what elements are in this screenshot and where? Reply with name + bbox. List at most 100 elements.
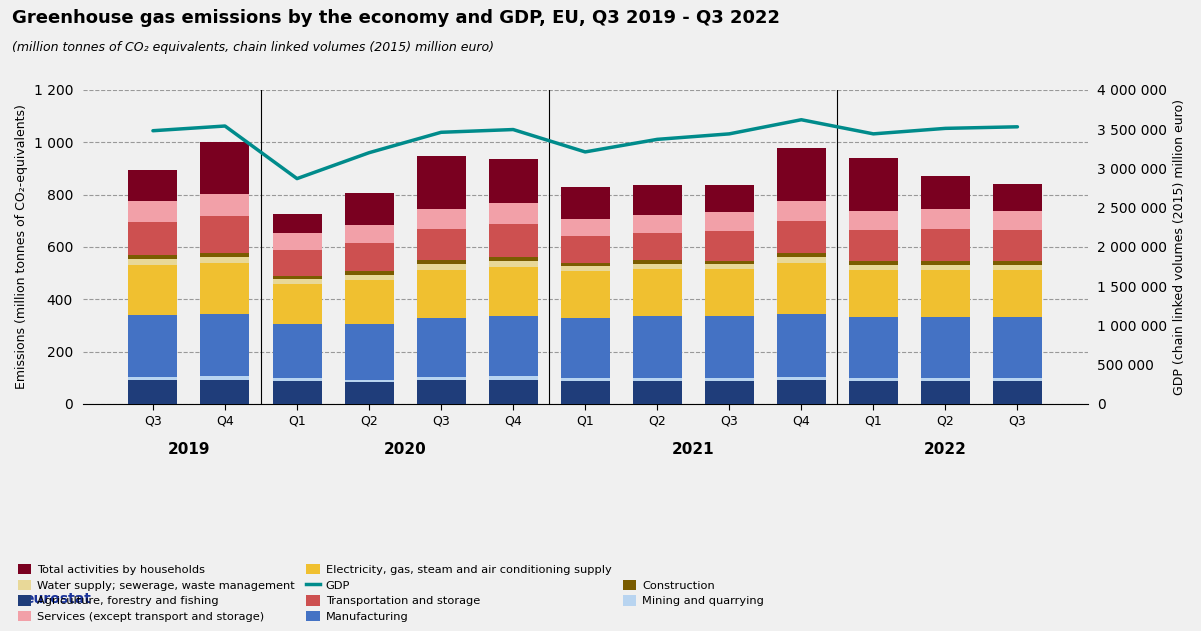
Text: Greenhouse gas emissions by the economy and GDP, EU, Q3 2019 - Q3 2022: Greenhouse gas emissions by the economy …: [12, 9, 779, 28]
Bar: [849, 381, 898, 404]
Bar: [921, 209, 970, 229]
Bar: [849, 158, 898, 211]
Bar: [561, 237, 610, 262]
Bar: [201, 216, 250, 252]
Bar: [777, 377, 826, 380]
Bar: [129, 265, 178, 315]
Bar: [993, 184, 1042, 211]
Bar: [129, 380, 178, 404]
Bar: [345, 280, 394, 324]
Text: 2020: 2020: [383, 442, 426, 457]
Bar: [273, 251, 322, 276]
Bar: [777, 257, 826, 262]
Bar: [489, 203, 538, 223]
Bar: [705, 269, 754, 317]
Bar: [993, 270, 1042, 317]
Bar: [993, 317, 1042, 378]
Legend: Total activities by households, Water supply; sewerage, waste management, Agricu: Total activities by households, Water su…: [18, 564, 764, 622]
Bar: [201, 194, 250, 216]
Bar: [849, 211, 898, 230]
Bar: [705, 232, 754, 261]
Bar: [777, 221, 826, 253]
Bar: [561, 318, 610, 378]
Bar: [993, 261, 1042, 265]
Bar: [273, 276, 322, 279]
Bar: [993, 230, 1042, 261]
Bar: [921, 317, 970, 378]
Bar: [777, 201, 826, 221]
Bar: [849, 265, 898, 270]
Bar: [921, 270, 970, 317]
Bar: [417, 261, 466, 264]
Bar: [777, 314, 826, 377]
Bar: [345, 271, 394, 274]
Bar: [993, 265, 1042, 270]
Bar: [489, 257, 538, 261]
Bar: [633, 264, 682, 269]
Bar: [273, 232, 322, 251]
Bar: [489, 261, 538, 267]
Bar: [489, 379, 538, 404]
Bar: [417, 270, 466, 317]
Bar: [345, 192, 394, 225]
Bar: [633, 378, 682, 381]
Bar: [129, 377, 178, 380]
Bar: [489, 223, 538, 257]
Bar: [417, 377, 466, 380]
Bar: [345, 274, 394, 280]
Bar: [561, 381, 610, 404]
Bar: [273, 381, 322, 404]
Bar: [417, 264, 466, 270]
Y-axis label: Emissions (million tonnes of CO₂-equivalents): Emissions (million tonnes of CO₂-equival…: [14, 105, 28, 389]
Text: 2022: 2022: [924, 442, 967, 457]
Bar: [417, 380, 466, 404]
Bar: [993, 378, 1042, 381]
Bar: [705, 261, 754, 264]
Bar: [561, 271, 610, 318]
Bar: [633, 232, 682, 260]
Bar: [633, 316, 682, 378]
Bar: [201, 257, 250, 262]
Text: eurostat: eurostat: [24, 592, 91, 606]
Bar: [633, 269, 682, 316]
Bar: [705, 381, 754, 404]
Bar: [561, 266, 610, 271]
Bar: [849, 261, 898, 265]
Bar: [849, 378, 898, 381]
Bar: [345, 379, 394, 382]
Bar: [849, 270, 898, 317]
Bar: [201, 314, 250, 376]
Bar: [201, 262, 250, 314]
Bar: [777, 148, 826, 201]
Bar: [561, 378, 610, 381]
Bar: [489, 376, 538, 379]
Bar: [705, 185, 754, 212]
Bar: [921, 261, 970, 265]
Bar: [273, 378, 322, 381]
Bar: [417, 209, 466, 228]
Bar: [633, 185, 682, 215]
Bar: [561, 218, 610, 237]
Bar: [273, 324, 322, 378]
Bar: [921, 265, 970, 270]
Bar: [921, 229, 970, 261]
Bar: [129, 259, 178, 265]
Bar: [921, 176, 970, 209]
Text: 2021: 2021: [671, 442, 715, 457]
Bar: [705, 212, 754, 232]
Bar: [201, 376, 250, 379]
Bar: [129, 255, 178, 259]
Bar: [489, 159, 538, 203]
Bar: [489, 317, 538, 376]
Bar: [561, 187, 610, 218]
Bar: [129, 170, 178, 201]
Bar: [201, 252, 250, 257]
Bar: [129, 201, 178, 221]
Bar: [561, 262, 610, 266]
Bar: [345, 225, 394, 243]
Bar: [777, 253, 826, 257]
Bar: [633, 215, 682, 232]
Bar: [345, 324, 394, 379]
Bar: [417, 156, 466, 209]
Bar: [417, 228, 466, 261]
